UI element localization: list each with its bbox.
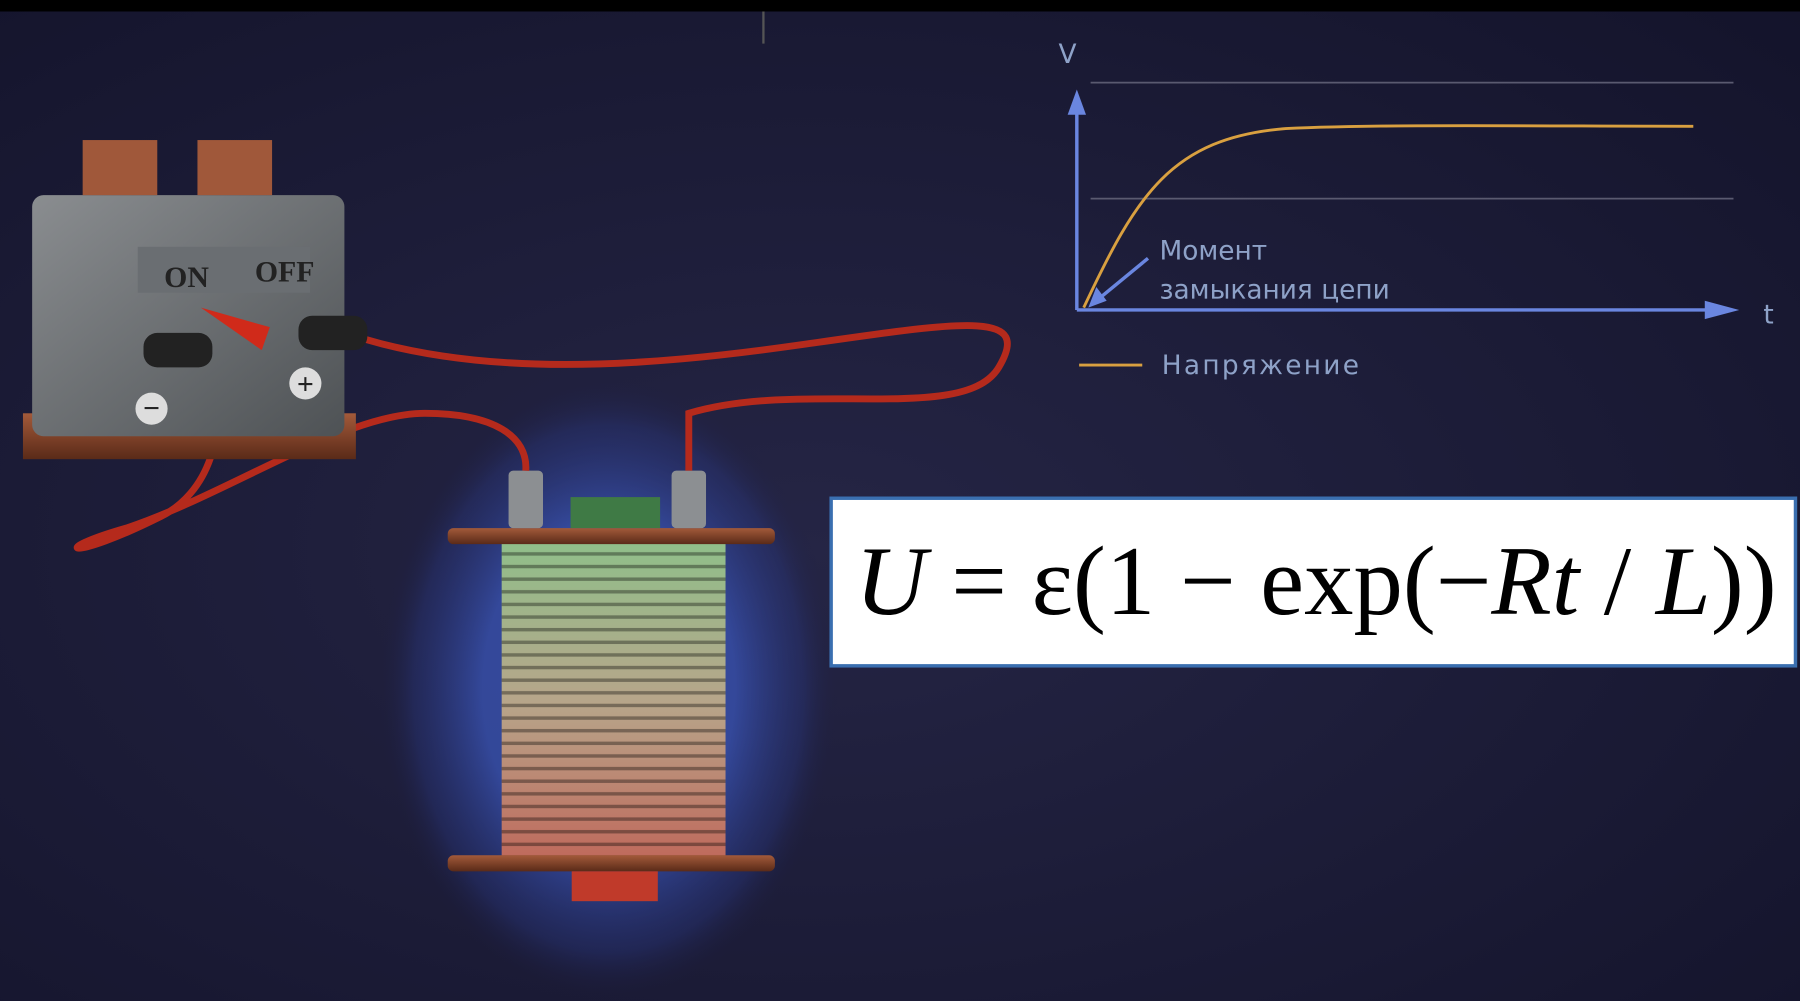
formula: U = ε(1 − exp(−Rt / L)) <box>855 527 1776 636</box>
annotation-line: замыкания цепи <box>1159 274 1389 305</box>
annotation-line: Момент <box>1159 235 1267 266</box>
formula-part: Rt <box>1490 527 1581 636</box>
switch-off-label: OFF <box>255 255 315 288</box>
coil-bottom-label <box>572 871 658 901</box>
coil-top-plate <box>448 528 775 544</box>
plus-label: + <box>297 368 314 401</box>
formula-part: = ε(1 − exp(− <box>927 527 1492 636</box>
coil-turns <box>502 540 726 867</box>
slide: ON OFF − + V t Момент замыкания цепи Нап… <box>0 0 1800 1001</box>
battery-coil <box>83 140 158 195</box>
page: ON OFF − + V t Момент замыкания цепи Нап… <box>0 0 1800 1001</box>
x-axis-label: t <box>1763 300 1773 331</box>
formula-part: L <box>1654 527 1711 636</box>
terminal <box>298 316 367 350</box>
battery-coil <box>197 140 272 195</box>
formula-part: U <box>855 527 932 636</box>
switch-on-label: ON <box>164 261 209 294</box>
coil-terminal <box>672 471 706 528</box>
coil-bottom-plate <box>448 855 775 871</box>
formula-part: / <box>1579 527 1656 636</box>
y-axis-label: V <box>1058 39 1076 70</box>
formula-part: )) <box>1711 527 1777 636</box>
legend-label: Напряжение <box>1162 350 1362 381</box>
terminal <box>144 333 213 367</box>
top-strip <box>0 0 1800 11</box>
minus-label: − <box>143 392 160 425</box>
coil-label <box>571 497 661 528</box>
coil-terminal <box>509 471 543 528</box>
